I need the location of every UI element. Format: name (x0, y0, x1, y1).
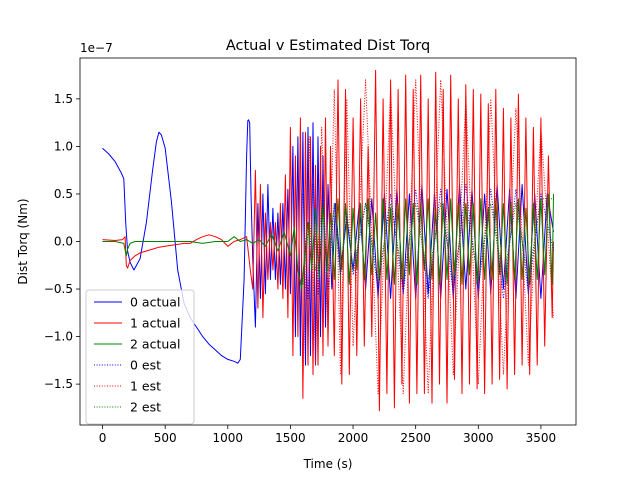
x-axis: 0 500 1000 1500 2000 2500 3000 3500 (99, 425, 556, 445)
legend-label: 1 est (130, 379, 161, 394)
y-tick-label: −1.0 (44, 330, 73, 344)
series-line-1-est (302, 79, 554, 395)
chart-title: Actual v Estimated Dist Torq (226, 38, 430, 54)
legend: 0 actual 1 actual 2 actual 0 est 1 est 2 est (85, 289, 195, 425)
x-tick-label: 500 (154, 431, 177, 445)
x-tick-label: 3000 (463, 431, 494, 445)
legend-label: 2 actual (130, 337, 180, 352)
legend-label: 1 actual (130, 316, 180, 331)
x-tick-label: 2000 (338, 431, 369, 445)
y-axis-label: Dist Torq (Nm) (16, 198, 30, 284)
x-tick-label: 1500 (275, 431, 306, 445)
x-tick-label: 2500 (400, 431, 431, 445)
y-offset-label: 1e−7 (80, 41, 113, 55)
y-tick-label: 1.0 (54, 139, 73, 153)
legend-label: 2 est (130, 400, 161, 415)
series-layer (102, 69, 554, 412)
y-tick-label: −1.5 (44, 377, 73, 391)
x-tick-label: 3500 (526, 431, 557, 445)
y-tick-label: −0.5 (44, 282, 73, 296)
y-axis: −1.5 −1.0 −0.5 0.0 0.5 1.0 1.5 (44, 92, 80, 391)
legend-label: 0 est (130, 358, 161, 373)
x-axis-label: Time (s) (303, 457, 353, 471)
x-tick-label: 1000 (213, 431, 244, 445)
series-line-1-actual (102, 69, 554, 412)
x-tick-label: 0 (99, 431, 107, 445)
y-tick-label: 1.5 (54, 92, 73, 106)
series-line-0-actual (102, 119, 554, 366)
series-line-2-est (302, 198, 554, 285)
legend-label: 0 actual (130, 295, 180, 310)
y-tick-label: 0.0 (54, 235, 73, 249)
y-tick-label: 0.5 (54, 187, 73, 201)
